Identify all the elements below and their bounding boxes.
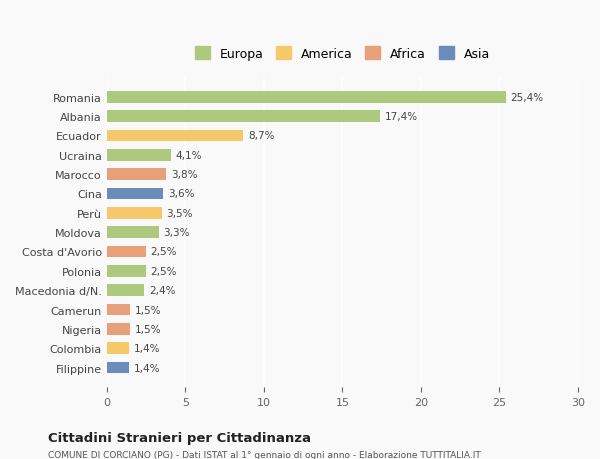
Text: 2,5%: 2,5% bbox=[151, 266, 177, 276]
Text: 2,5%: 2,5% bbox=[151, 247, 177, 257]
Bar bbox=[107, 246, 146, 257]
Text: 8,7%: 8,7% bbox=[248, 131, 275, 141]
Text: 4,1%: 4,1% bbox=[176, 151, 202, 160]
Bar bbox=[107, 285, 145, 297]
Text: 25,4%: 25,4% bbox=[511, 93, 544, 102]
Legend: Europa, America, Africa, Asia: Europa, America, Africa, Asia bbox=[191, 44, 494, 65]
Bar bbox=[107, 169, 166, 180]
Text: 1,5%: 1,5% bbox=[135, 324, 161, 334]
Bar bbox=[107, 265, 146, 277]
Bar bbox=[107, 92, 506, 103]
Bar bbox=[107, 323, 130, 335]
Text: 1,4%: 1,4% bbox=[133, 343, 160, 353]
Bar bbox=[107, 111, 380, 123]
Bar bbox=[107, 304, 130, 316]
Text: COMUNE DI CORCIANO (PG) - Dati ISTAT al 1° gennaio di ogni anno - Elaborazione T: COMUNE DI CORCIANO (PG) - Dati ISTAT al … bbox=[48, 450, 481, 459]
Text: 1,4%: 1,4% bbox=[133, 363, 160, 373]
Text: 1,5%: 1,5% bbox=[135, 305, 161, 315]
Text: 17,4%: 17,4% bbox=[385, 112, 418, 122]
Bar bbox=[107, 227, 158, 238]
Text: 3,8%: 3,8% bbox=[171, 170, 197, 180]
Text: 3,6%: 3,6% bbox=[168, 189, 194, 199]
Bar bbox=[107, 207, 162, 219]
Bar bbox=[107, 362, 129, 374]
Bar bbox=[107, 130, 244, 142]
Text: 3,5%: 3,5% bbox=[166, 208, 193, 218]
Text: Cittadini Stranieri per Cittadinanza: Cittadini Stranieri per Cittadinanza bbox=[48, 431, 311, 444]
Bar bbox=[107, 343, 129, 354]
Bar bbox=[107, 150, 171, 161]
Text: 2,4%: 2,4% bbox=[149, 285, 176, 296]
Bar bbox=[107, 188, 163, 200]
Text: 3,3%: 3,3% bbox=[163, 228, 190, 238]
